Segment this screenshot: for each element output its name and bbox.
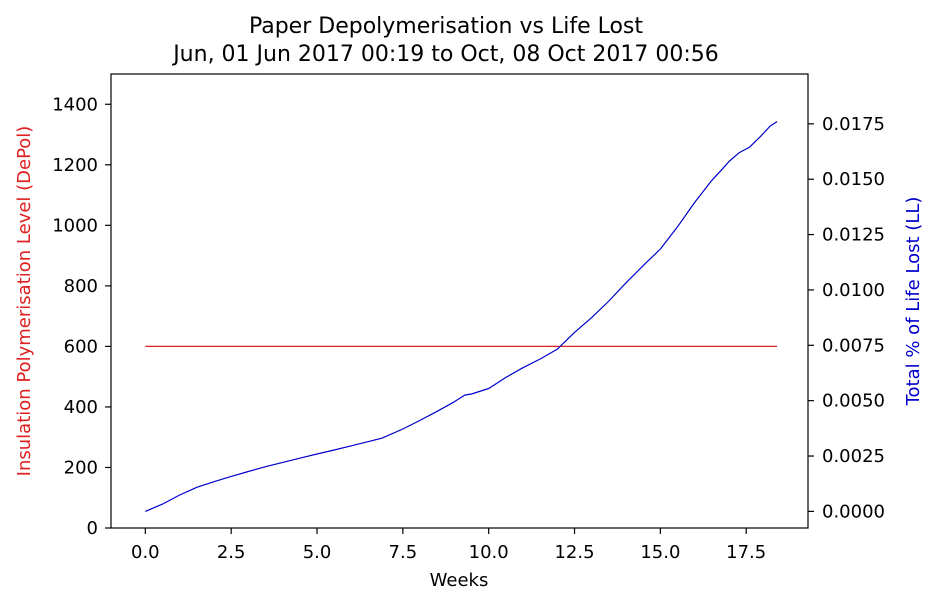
x-tick-label: 17.5 xyxy=(726,542,766,563)
left-y-tick-label: 600 xyxy=(64,336,98,357)
right-y-axis-ticks: 0.0000 0.0025 0.0050 0.0075 0.0100 0.0125 0.01… xyxy=(808,114,885,522)
right-y-tick-label: 0.0000 xyxy=(822,501,885,522)
left-y-axis-ticks: 0 200 400 600 800 1000 1200 1400 xyxy=(52,94,111,539)
right-y-tick-label: 0.0175 xyxy=(822,114,885,135)
x-tick-label: 10.0 xyxy=(469,542,509,563)
x-axis-label: Weeks xyxy=(430,570,489,591)
left-y-tick-label: 200 xyxy=(64,457,98,478)
x-tick-label: 5.0 xyxy=(303,542,332,563)
left-y-tick-label: 800 xyxy=(64,276,98,297)
series-layer xyxy=(145,121,778,512)
right-y-tick-label: 0.0150 xyxy=(822,169,885,190)
x-tick-label: 15.0 xyxy=(640,542,680,563)
left-y-axis-label: Insulation Polymerisation Level (DePol) xyxy=(14,126,35,477)
x-tick-label: 0.0 xyxy=(131,542,160,563)
chart-subtitle: Jun, 01 Jun 2017 00:19 to Oct, 08 Oct 20… xyxy=(171,42,719,67)
life-lost-line xyxy=(145,121,778,512)
chart-title: Paper Depolymerisation vs Life Lost xyxy=(249,14,643,39)
right-y-tick-label: 0.0025 xyxy=(822,446,885,467)
right-y-tick-label: 0.0125 xyxy=(822,225,885,246)
left-y-tick-label: 400 xyxy=(64,397,98,418)
x-tick-label: 2.5 xyxy=(217,542,246,563)
x-tick-label: 12.5 xyxy=(554,542,594,563)
right-y-axis-label: Total % of Life Lost (LL) xyxy=(903,197,924,407)
x-tick-label: 7.5 xyxy=(389,542,418,563)
x-axis-ticks: 0.0 2.5 5.0 7.5 10.0 12.5 15.0 17.5 xyxy=(131,528,766,563)
plot-frame xyxy=(110,73,809,529)
left-y-tick-label: 1000 xyxy=(52,215,98,236)
left-y-tick-label: 1400 xyxy=(52,94,98,115)
right-y-tick-label: 0.0075 xyxy=(822,335,885,356)
left-y-tick-label: 0 xyxy=(87,518,98,539)
left-y-tick-label: 1200 xyxy=(52,155,98,176)
right-y-tick-label: 0.0050 xyxy=(822,391,885,412)
right-y-tick-label: 0.0100 xyxy=(822,280,885,301)
